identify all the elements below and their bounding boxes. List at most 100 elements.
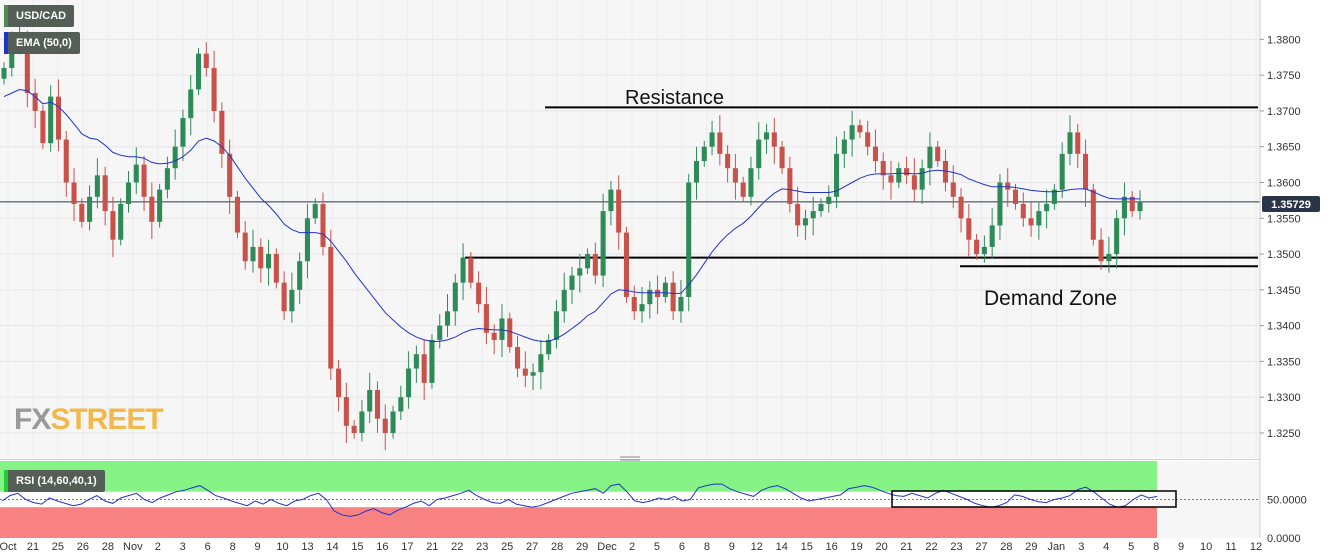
- candle-body: [616, 189, 622, 233]
- candle-body: [553, 311, 559, 340]
- candle-body: [336, 368, 342, 398]
- candle-body: [1098, 239, 1104, 262]
- time-tick-label: Jan: [1047, 541, 1065, 553]
- symbol-label: USD/CAD: [16, 10, 67, 22]
- candle-body: [857, 125, 863, 133]
- last-price-tag: 1.35729: [1262, 196, 1320, 212]
- rsi-line: [1, 483, 1158, 517]
- candle-body: [460, 257, 466, 283]
- candle-body: [717, 132, 723, 154]
- time-tick-label: 21: [900, 541, 912, 553]
- candle-body: [958, 196, 964, 219]
- resistance-label: Resistance: [625, 87, 724, 109]
- candle-body: [849, 125, 855, 140]
- time-tick-label: Oct: [0, 541, 17, 553]
- candle-body: [826, 196, 832, 204]
- time-tick-label: 4: [1103, 541, 1109, 553]
- candle-body: [227, 153, 233, 197]
- candle-body: [1114, 218, 1120, 255]
- candle-body: [981, 246, 987, 255]
- candle-body: [398, 397, 404, 412]
- candle-body: [94, 175, 100, 197]
- candle-body: [655, 289, 661, 297]
- rsi-label: RSI (14,60,40,1): [16, 475, 97, 487]
- symbol-tag[interactable]: USD/CAD: [4, 5, 75, 27]
- rsi-tag[interactable]: RSI (14,60,40,1): [4, 470, 105, 492]
- time-tick-label: 26: [77, 541, 89, 553]
- time-tick-label: 12: [751, 541, 763, 553]
- candle-body: [71, 182, 77, 204]
- candle-body: [600, 211, 606, 276]
- grid: [0, 38, 1260, 434]
- candle-body: [974, 239, 980, 255]
- candle-body: [406, 368, 412, 398]
- time-tick-label: 27: [526, 541, 538, 553]
- time-tick-label: 8: [704, 541, 710, 553]
- price-tick-label: 1.3450: [1267, 285, 1301, 297]
- candle-body: [538, 354, 544, 373]
- candle-body: [530, 372, 536, 376]
- candle-body: [382, 418, 388, 433]
- candle-body: [312, 203, 318, 219]
- candle-body: [180, 118, 186, 147]
- candle-body: [141, 164, 147, 197]
- price-axis[interactable]: 1.3800 1.3750 1.3700 1.3650 1.3600 1.3550 1.35…: [1260, 34, 1301, 440]
- candle-body: [87, 196, 93, 222]
- candle-body: [48, 96, 54, 144]
- candles: [1, 22, 1143, 451]
- candle-body: [802, 218, 808, 226]
- time-tick-label: 21: [27, 541, 39, 553]
- candle-body: [989, 225, 995, 247]
- candle-body: [927, 146, 933, 169]
- time-tick-label: 5: [1128, 541, 1134, 553]
- time-axis[interactable]: Oct 21 25 26 28 Nov 2 3 6 8 9 10 13 14 15 16 17 21 22 23 25 2…: [0, 541, 1262, 553]
- candle-body: [297, 261, 303, 290]
- time-tick-label: 10: [1200, 541, 1212, 553]
- candle-body: [1137, 201, 1143, 212]
- price-tick-label: 1.3600: [1267, 177, 1301, 189]
- candle-body: [374, 390, 381, 419]
- candle-body: [79, 203, 85, 222]
- candle-body: [55, 96, 61, 140]
- price-tick-label: 1.3400: [1267, 321, 1301, 333]
- panel-resize-handle[interactable]: [620, 456, 640, 461]
- candle-body: [390, 411, 396, 433]
- candle-body: [499, 318, 505, 340]
- time-tick-label: 28: [102, 541, 114, 553]
- candle-body: [834, 153, 840, 197]
- ema-tag[interactable]: EMA (50,0): [4, 32, 80, 54]
- rsi-lower-band: [0, 507, 1157, 538]
- rsi-tick-label: 0.0000: [1267, 533, 1301, 545]
- candle-body: [476, 282, 482, 305]
- candle-body: [1067, 132, 1073, 154]
- price-tick-label: 1.3500: [1267, 249, 1301, 261]
- candle-body: [631, 296, 637, 312]
- candle-body: [195, 53, 202, 90]
- time-tick-label: 6: [205, 541, 211, 553]
- candle-body: [919, 168, 925, 190]
- time-tick-label: 25: [501, 541, 513, 553]
- candle-body: [935, 146, 941, 162]
- candle-body: [266, 254, 272, 269]
- time-tick-label: 16: [826, 541, 838, 553]
- candle-body: [577, 268, 583, 276]
- candle-body: [343, 397, 349, 426]
- candle-body: [172, 146, 178, 169]
- candle-body: [997, 182, 1003, 226]
- candle-body: [1036, 211, 1042, 226]
- candle-body: [468, 257, 474, 283]
- candle-body: [686, 182, 692, 297]
- time-tick-label: 2: [155, 541, 161, 553]
- candle-body: [219, 110, 225, 154]
- rsi-upper-band: [0, 461, 1157, 492]
- candle-body: [234, 196, 240, 233]
- symbol-tag-accent: [4, 5, 8, 27]
- rsi-highlight-box[interactable]: [891, 490, 1177, 508]
- rsi-axis: 50.0000 0.0000: [1267, 495, 1307, 546]
- candle-body: [647, 289, 653, 305]
- last-price-value: 1.35729: [1271, 199, 1311, 211]
- candle-body: [1051, 189, 1057, 204]
- candle-body: [942, 161, 949, 183]
- ema-label: EMA (50,0): [16, 37, 72, 49]
- candle-body: [865, 132, 871, 147]
